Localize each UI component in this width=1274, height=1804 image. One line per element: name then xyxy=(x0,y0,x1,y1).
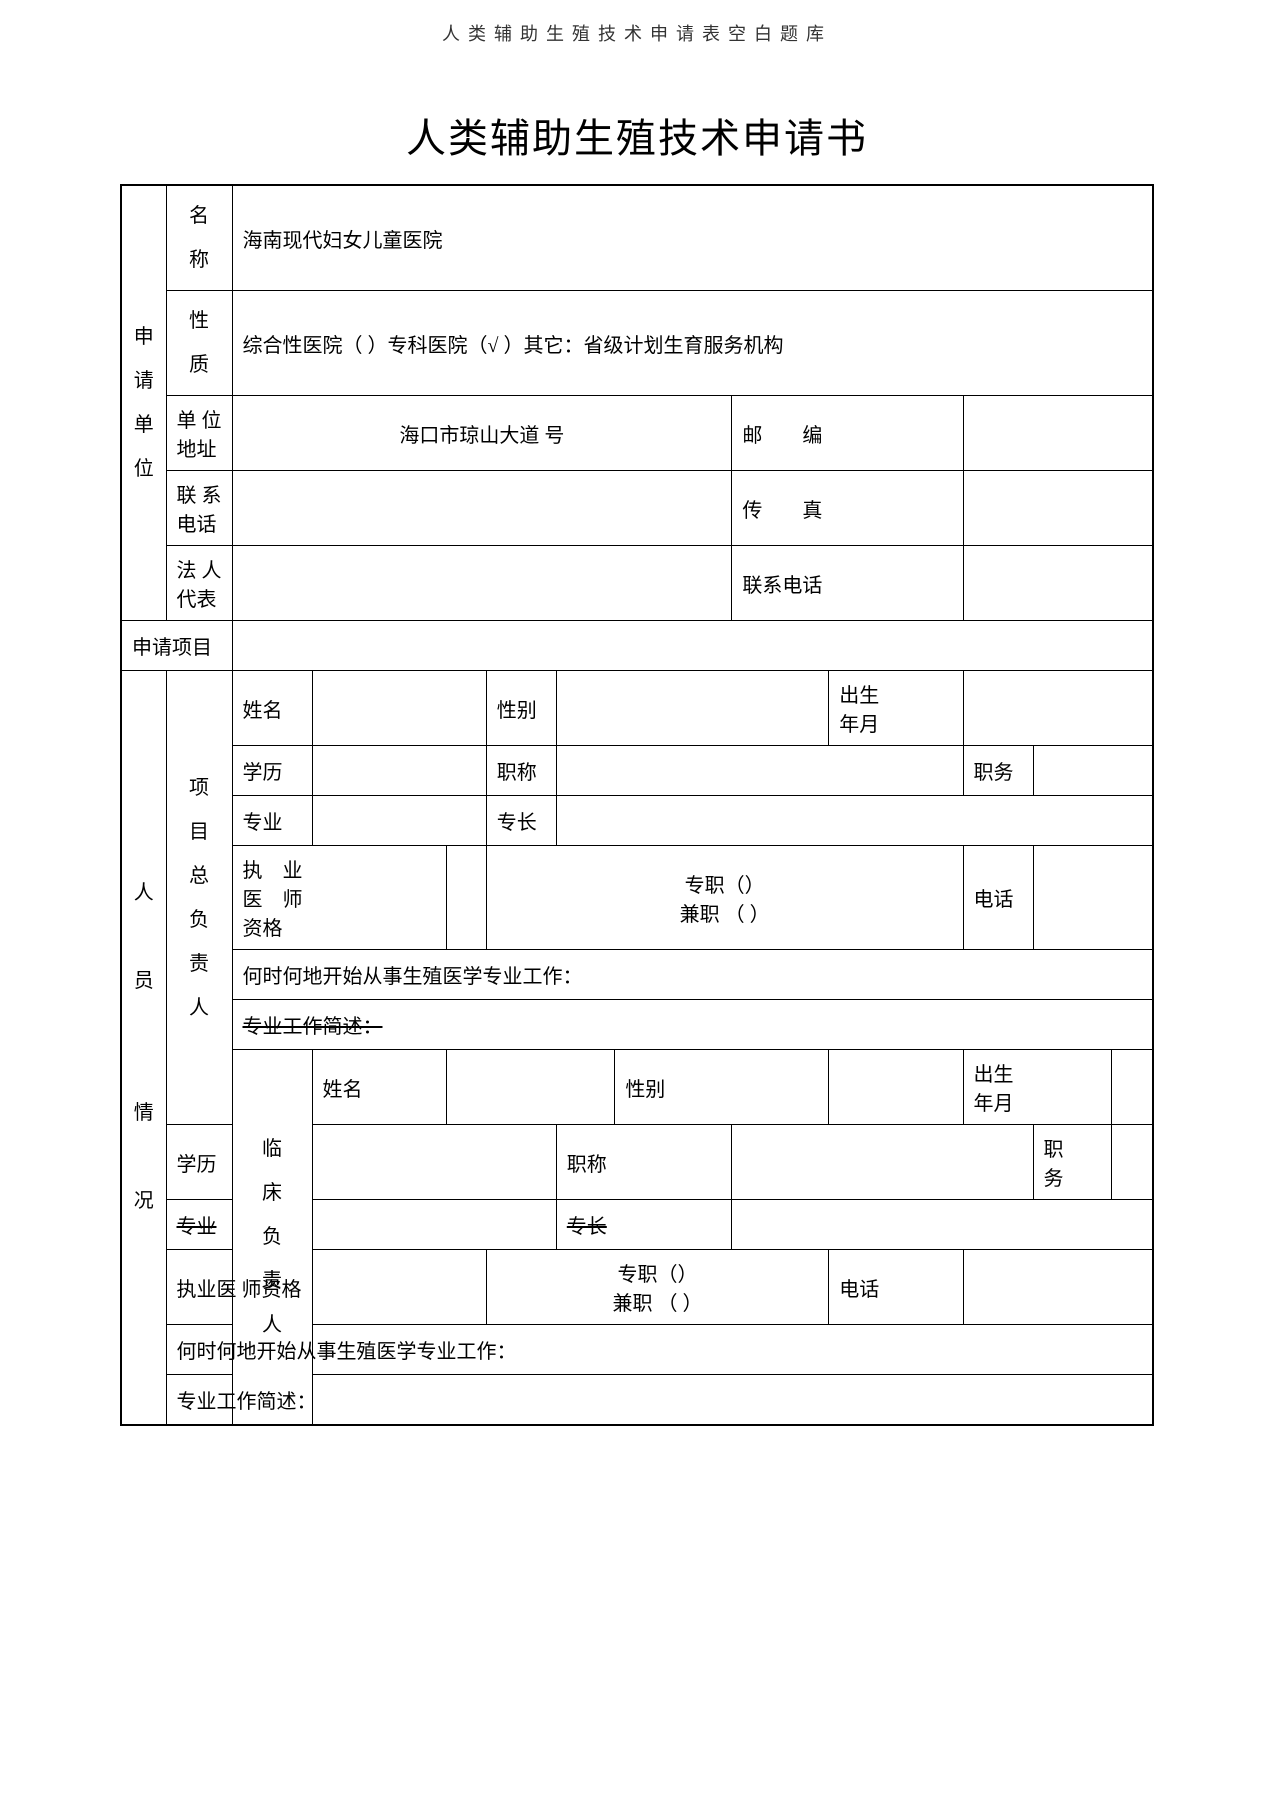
leader1-major-label: 专业 xyxy=(232,796,312,846)
unit-address-value: 海口市琼山大道 号 xyxy=(232,396,732,471)
unit-nature-label: 性质 xyxy=(166,291,232,396)
unit-fax-label: 传 真 xyxy=(732,471,963,546)
leader1-edu-label: 学历 xyxy=(232,746,312,796)
unit-phone-label: 联 系电话 xyxy=(166,471,232,546)
leader1-position-value xyxy=(1033,746,1153,796)
leader1-phone-label: 电话 xyxy=(963,846,1033,950)
leader2-qual-value xyxy=(312,1250,486,1325)
leader1-phone-value xyxy=(1033,846,1153,950)
leader2-phone-label: 电话 xyxy=(829,1250,963,1325)
leader2-major-value xyxy=(312,1200,556,1250)
leader2-phone-value xyxy=(963,1250,1153,1325)
leader1-title-value xyxy=(556,746,963,796)
leader2-name-label: 姓名 xyxy=(312,1050,446,1125)
leader2-position-label: 职务 xyxy=(1033,1125,1112,1200)
application-form: 申请单位 名称 海南现代妇女儿童医院 性质 综合性医院（ ）专科医院（√ ）其它… xyxy=(120,184,1154,1426)
unit-fax-value xyxy=(963,471,1153,546)
personnel-section-label: 人员情况 xyxy=(121,671,166,1425)
unit-legal-phone-label: 联系电话 xyxy=(732,546,963,621)
leader1-specialty-value xyxy=(556,796,1153,846)
leader2-gender-value xyxy=(829,1050,963,1125)
leader2-major-label: 专业 xyxy=(166,1200,232,1250)
leader1-edu-value xyxy=(312,746,486,796)
leader2-birth-value xyxy=(1112,1050,1153,1125)
unit-name-label: 名称 xyxy=(166,185,232,291)
leader1-name-label: 姓名 xyxy=(232,671,312,746)
leader2-fulltime-label: 专职（）兼职 （ ） xyxy=(486,1250,828,1325)
leader2-qual-label: 执业医 师资格 xyxy=(166,1250,312,1325)
unit-legal-phone-value xyxy=(963,546,1153,621)
leader1-birth-label: 出生年月 xyxy=(829,671,963,746)
leader1-gender-label: 性别 xyxy=(486,671,556,746)
leader2-when-where: 何时何地开始从事生殖医学专业工作： xyxy=(166,1325,1153,1375)
unit-section-label: 申请单位 xyxy=(121,185,166,621)
leader1-section-label: 项目总负责人 xyxy=(166,671,232,1125)
leader1-work-brief: 专业工作简述： xyxy=(232,1000,1153,1050)
unit-postcode-label: 邮 编 xyxy=(732,396,963,471)
unit-address-label: 单 位地址 xyxy=(166,396,232,471)
leader2-edu-label: 学历 xyxy=(166,1125,232,1200)
document-title: 人类辅助生殖技术申请书 xyxy=(120,106,1154,164)
page-header: 人类辅助生殖技术申请表空白题库 xyxy=(120,20,1154,46)
leader2-edu-value xyxy=(312,1125,556,1200)
project-label: 申请项目 xyxy=(121,621,232,671)
leader1-gender-value xyxy=(556,671,828,746)
leader1-fulltime-label: 专职（）兼职 （ ） xyxy=(486,846,963,950)
unit-legal-value xyxy=(232,546,732,621)
leader2-specialty-value xyxy=(732,1200,1153,1250)
leader2-title-label: 职称 xyxy=(556,1125,732,1200)
project-value xyxy=(232,621,1153,671)
leader2-specialty-label: 专长 xyxy=(556,1200,732,1250)
leader1-when-where: 何时何地开始从事生殖医学专业工作： xyxy=(232,950,1153,1000)
leader1-position-label: 职务 xyxy=(963,746,1033,796)
leader2-name-value xyxy=(446,1050,615,1125)
unit-legal-label: 法 人代表 xyxy=(166,546,232,621)
leader1-title-label: 职称 xyxy=(486,746,556,796)
unit-postcode-value xyxy=(963,396,1153,471)
leader1-major-value xyxy=(312,796,486,846)
unit-phone-value xyxy=(232,471,732,546)
leader1-qual-label: 执 业医 师资格 xyxy=(232,846,446,950)
leader2-position-value xyxy=(1112,1125,1153,1200)
leader1-birth-value xyxy=(963,671,1153,746)
leader1-name-value xyxy=(312,671,486,746)
leader2-birth-label: 出生年月 xyxy=(963,1050,1112,1125)
leader1-specialty-label: 专长 xyxy=(486,796,556,846)
unit-name-value: 海南现代妇女儿童医院 xyxy=(232,185,1153,291)
leader2-gender-label: 性别 xyxy=(615,1050,829,1125)
leader2-work-brief: 专业工作简述： xyxy=(166,1375,1153,1425)
leader2-title-value xyxy=(732,1125,1033,1200)
unit-nature-value: 综合性医院（ ）专科医院（√ ）其它：省级计划生育服务机构 xyxy=(232,291,1153,396)
leader1-qual-value xyxy=(446,846,486,950)
